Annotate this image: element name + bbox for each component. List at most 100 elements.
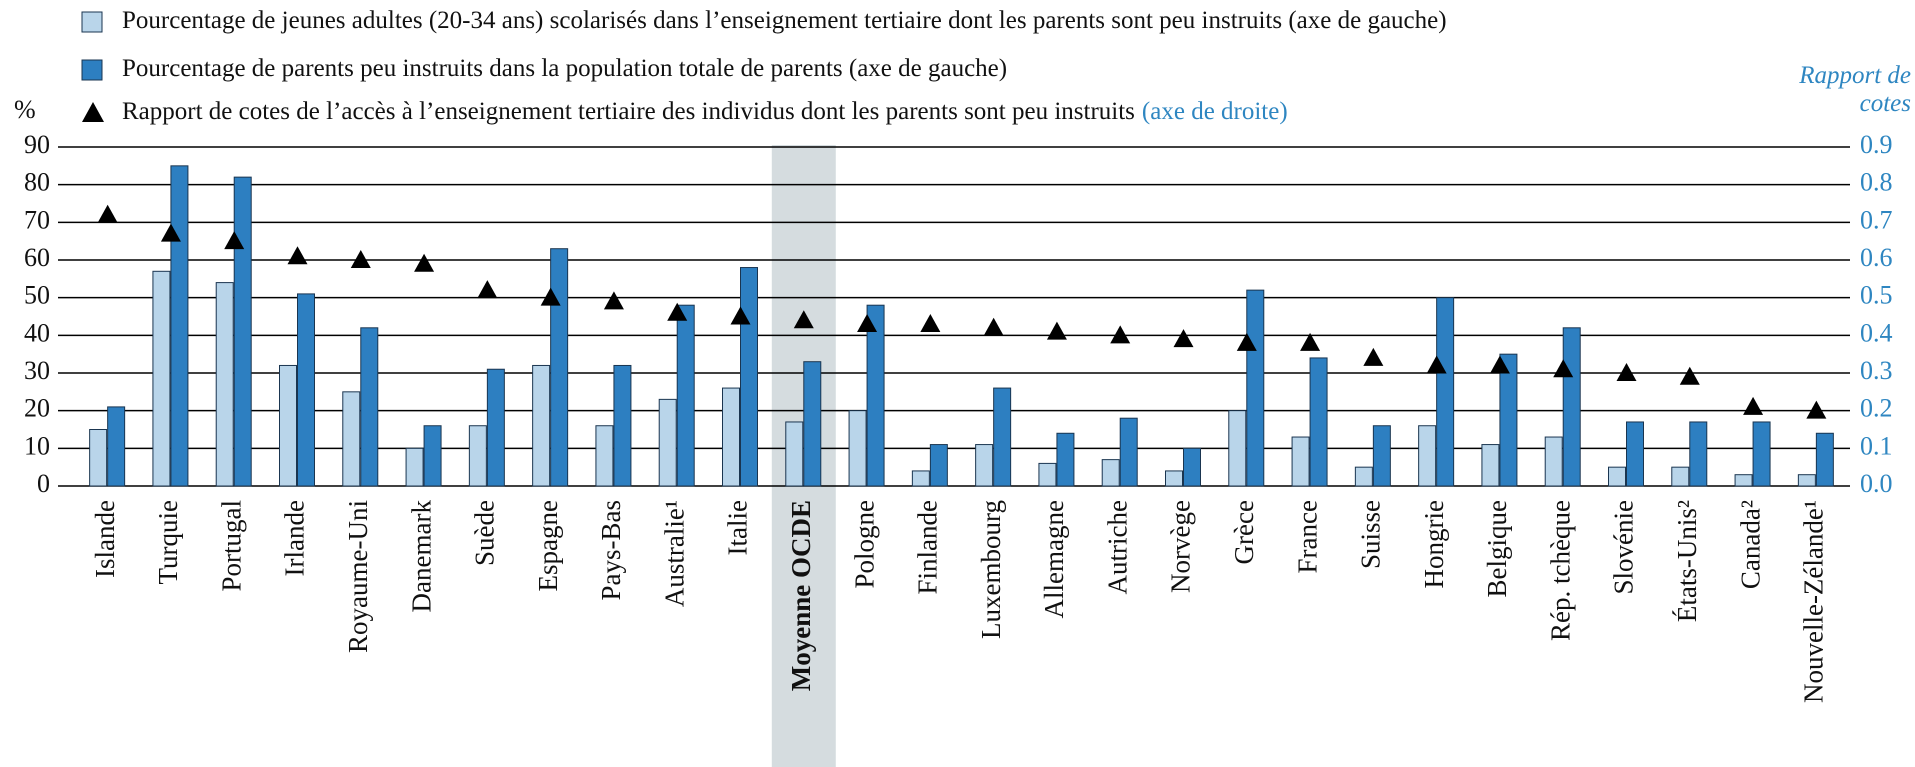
triangle-marker [1300,332,1321,351]
triangle-marker [414,253,435,272]
y2-tick-label: 0.9 [1860,130,1893,159]
y-tick-label: 40 [24,318,50,347]
y-tick-label: 90 [24,130,50,159]
bar [911,470,930,487]
triangle-marker [793,310,814,329]
bar [1797,474,1816,487]
x-tick-label: Suisse [1356,500,1386,569]
bar [233,176,252,487]
y-tick-label: 20 [24,394,50,423]
legend-label: Rapport de cotes de l’accès à l’enseigne… [122,98,1288,125]
triangle-marker [1679,366,1700,385]
bar [740,267,758,487]
bar [613,364,632,487]
bar [550,248,569,487]
bar [866,304,885,487]
bar [848,410,867,487]
y-tick-label: 30 [24,356,50,385]
triangle-marker [667,302,688,321]
y2-tick-label: 0.4 [1860,318,1893,347]
bar [803,361,822,487]
bar [1815,432,1834,487]
triangle-marker [1363,347,1384,366]
x-tick-label: Finlande [913,500,943,595]
y2-tick-label: 0.8 [1860,168,1893,197]
triangle-marker [160,223,181,242]
legend-swatch [81,59,103,81]
bar [1246,289,1265,487]
x-tick-label: Pologne [849,500,879,589]
triangle-marker [1110,325,1131,344]
triangle-marker [1616,363,1637,381]
triangle-marker [857,314,878,333]
x-tick-label: Turquie [153,500,183,585]
triangle-marker [97,204,118,223]
bar [486,368,505,487]
bar [1038,462,1057,487]
triangle-marker [730,306,751,325]
triangle-marker [1236,332,1257,351]
bar [405,447,424,487]
legend-axis-note: (axe de droite) [1142,98,1288,125]
x-tick-label: Rép. tchèque [1545,500,1575,641]
bar [1544,436,1563,487]
x-tick-label: Espagne [533,500,563,591]
triangle-marker [920,314,941,333]
bar [676,304,695,487]
triangle-marker [603,291,624,310]
bar [1101,459,1120,487]
bar [360,327,379,487]
x-tick-label: Norvège [1166,500,1196,593]
x-tick-label: Pays-Bas [596,500,626,601]
bar [785,421,804,487]
bar [1228,410,1247,487]
bar [1119,417,1138,487]
bar [342,391,361,487]
x-tick-label: Belgique [1482,500,1512,597]
bar [1752,421,1771,487]
y-tick-label: 0 [37,469,50,498]
y2-tick-label: 0.7 [1860,205,1893,234]
x-tick-label: Allemagne [1039,500,1069,618]
x-tick-label: Islande [90,500,120,578]
triangle-marker [1489,355,1510,374]
y-tick-label: 10 [24,431,50,460]
y-tick-label: 60 [24,243,50,272]
bar [1608,466,1626,487]
bar [468,425,487,487]
bar [929,444,948,487]
triangle-marker [224,231,245,250]
bar [215,282,234,487]
bar [1418,425,1437,487]
bar [152,270,171,487]
bar [170,165,189,487]
y2-tick-label: 0.5 [1860,281,1893,310]
y2-tick-label: 0.3 [1860,356,1893,385]
bar [1436,297,1455,487]
triangle-marker [1046,321,1067,340]
x-tick-label: Canada² [1735,500,1765,589]
x-tick-label: Irlande [280,500,310,576]
bar [107,406,126,487]
bar [1354,466,1373,487]
y2-tick-label: 0.1 [1860,431,1893,460]
x-tick-label: Italie [723,500,753,555]
legend-name: Pourcentage de parents peu instruits dan… [122,55,1007,82]
y2-tick-label: 0.2 [1860,394,1893,423]
y-tick-label: 50 [24,281,50,310]
bar [1372,425,1391,487]
bar [993,387,1012,487]
triangle-marker [287,246,308,265]
bar [1481,444,1500,487]
bar [279,364,297,487]
y2-tick-label: 0.6 [1860,243,1893,272]
bar [1183,447,1201,487]
x-tick-label: France [1292,500,1322,573]
bar [722,387,740,487]
x-tick-label: Australie¹ [659,500,689,607]
bar [975,444,994,487]
x-tick-label: Portugal [216,500,246,592]
y-tick-label: 80 [24,168,50,197]
